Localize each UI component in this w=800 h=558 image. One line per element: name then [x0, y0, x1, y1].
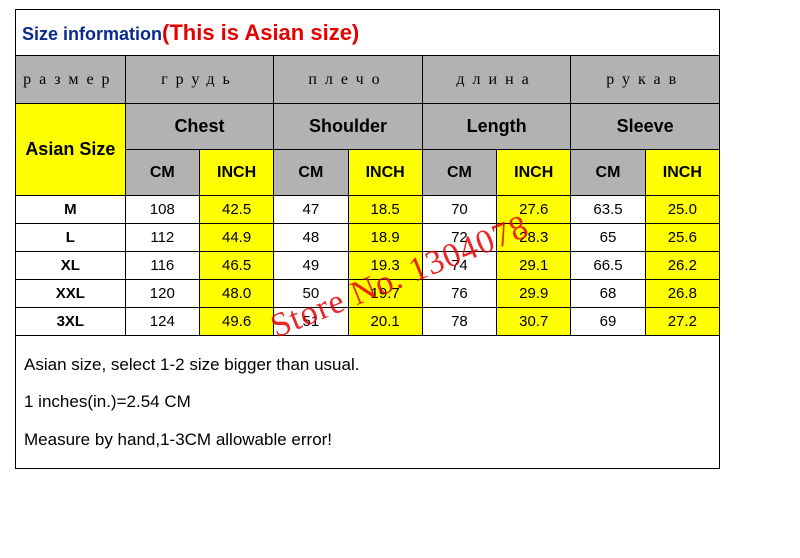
cell: 76: [422, 280, 496, 308]
hdr-sleeve: Sleeve: [571, 104, 720, 150]
hdr-shoulder: Shoulder: [274, 104, 423, 150]
length-cm: CM: [422, 150, 496, 196]
asian-size-text: Asian Size: [16, 139, 125, 161]
cell: 19.7: [348, 280, 422, 308]
cell: 74: [422, 252, 496, 280]
size-cell: M: [16, 196, 126, 224]
cell: 25.6: [645, 224, 719, 252]
cell: 68: [571, 280, 645, 308]
cell: 25.0: [645, 196, 719, 224]
cell: 27.6: [497, 196, 571, 224]
rus-size: размер: [16, 56, 126, 104]
asian-size-header: Asian Size: [16, 104, 126, 196]
cell: 51: [274, 308, 348, 336]
cell: 50: [274, 280, 348, 308]
size-cell: L: [16, 224, 126, 252]
cell: 108: [125, 196, 199, 224]
hdr-length: Length: [422, 104, 571, 150]
note-1: Asian size, select 1-2 size bigger than …: [24, 346, 711, 383]
title-row: Size information(This is Asian size): [16, 10, 720, 56]
cell: 48.0: [199, 280, 273, 308]
cell: 28.3: [497, 224, 571, 252]
cell: 112: [125, 224, 199, 252]
cell: 26.2: [645, 252, 719, 280]
russian-header-row: размер грудь плечо длина рукав: [16, 56, 720, 104]
sleeve-inch: INCH: [645, 150, 719, 196]
cell: 26.8: [645, 280, 719, 308]
cell: 47: [274, 196, 348, 224]
cell: 116: [125, 252, 199, 280]
cell: 65: [571, 224, 645, 252]
note-2: 1 inches(in.)=2.54 CM: [24, 383, 711, 420]
length-inch: INCH: [497, 150, 571, 196]
cell: 46.5: [199, 252, 273, 280]
sleeve-cm: CM: [571, 150, 645, 196]
size-table: Size information(This is Asian size) раз…: [15, 9, 720, 469]
english-header-row: Asian Size Chest Shoulder Length Sleeve: [16, 104, 720, 150]
size-cell: XXL: [16, 280, 126, 308]
cell: 29.9: [497, 280, 571, 308]
table-row: L 112 44.9 48 18.9 72 28.3 65 25.6: [16, 224, 720, 252]
shoulder-cm: CM: [274, 150, 348, 196]
cell: 66.5: [571, 252, 645, 280]
cell: 124: [125, 308, 199, 336]
cell: 19.3: [348, 252, 422, 280]
hdr-chest: Chest: [125, 104, 274, 150]
table-row: 3XL 124 49.6 51 20.1 78 30.7 69 27.2: [16, 308, 720, 336]
cell: 48: [274, 224, 348, 252]
cell: 49.6: [199, 308, 273, 336]
size-cell: XL: [16, 252, 126, 280]
cell: 27.2: [645, 308, 719, 336]
cell: 63.5: [571, 196, 645, 224]
table-row: XL 116 46.5 49 19.3 74 29.1 66.5 26.2: [16, 252, 720, 280]
size-cell: 3XL: [16, 308, 126, 336]
cell: 44.9: [199, 224, 273, 252]
rus-shoulder: плечо: [274, 56, 423, 104]
title-label: Size information: [22, 24, 162, 44]
title-note: (This is Asian size): [162, 20, 359, 45]
table-row: M 108 42.5 47 18.5 70 27.6 63.5 25.0: [16, 196, 720, 224]
rus-length: длина: [422, 56, 571, 104]
shoulder-inch: INCH: [348, 150, 422, 196]
note-3: Measure by hand,1-3CM allowable error!: [24, 421, 711, 458]
cell: 18.9: [348, 224, 422, 252]
cell: 49: [274, 252, 348, 280]
rus-chest: грудь: [125, 56, 274, 104]
notes-row: Asian size, select 1-2 size bigger than …: [16, 336, 720, 469]
chest-cm: CM: [125, 150, 199, 196]
table-row: XXL 120 48.0 50 19.7 76 29.9 68 26.8: [16, 280, 720, 308]
cell: 42.5: [199, 196, 273, 224]
cell: 72: [422, 224, 496, 252]
cell: 120: [125, 280, 199, 308]
chest-inch: INCH: [199, 150, 273, 196]
cell: 18.5: [348, 196, 422, 224]
cell: 69: [571, 308, 645, 336]
rus-sleeve: рукав: [571, 56, 720, 104]
cell: 70: [422, 196, 496, 224]
cell: 20.1: [348, 308, 422, 336]
cell: 30.7: [497, 308, 571, 336]
cell: 29.1: [497, 252, 571, 280]
cell: 78: [422, 308, 496, 336]
